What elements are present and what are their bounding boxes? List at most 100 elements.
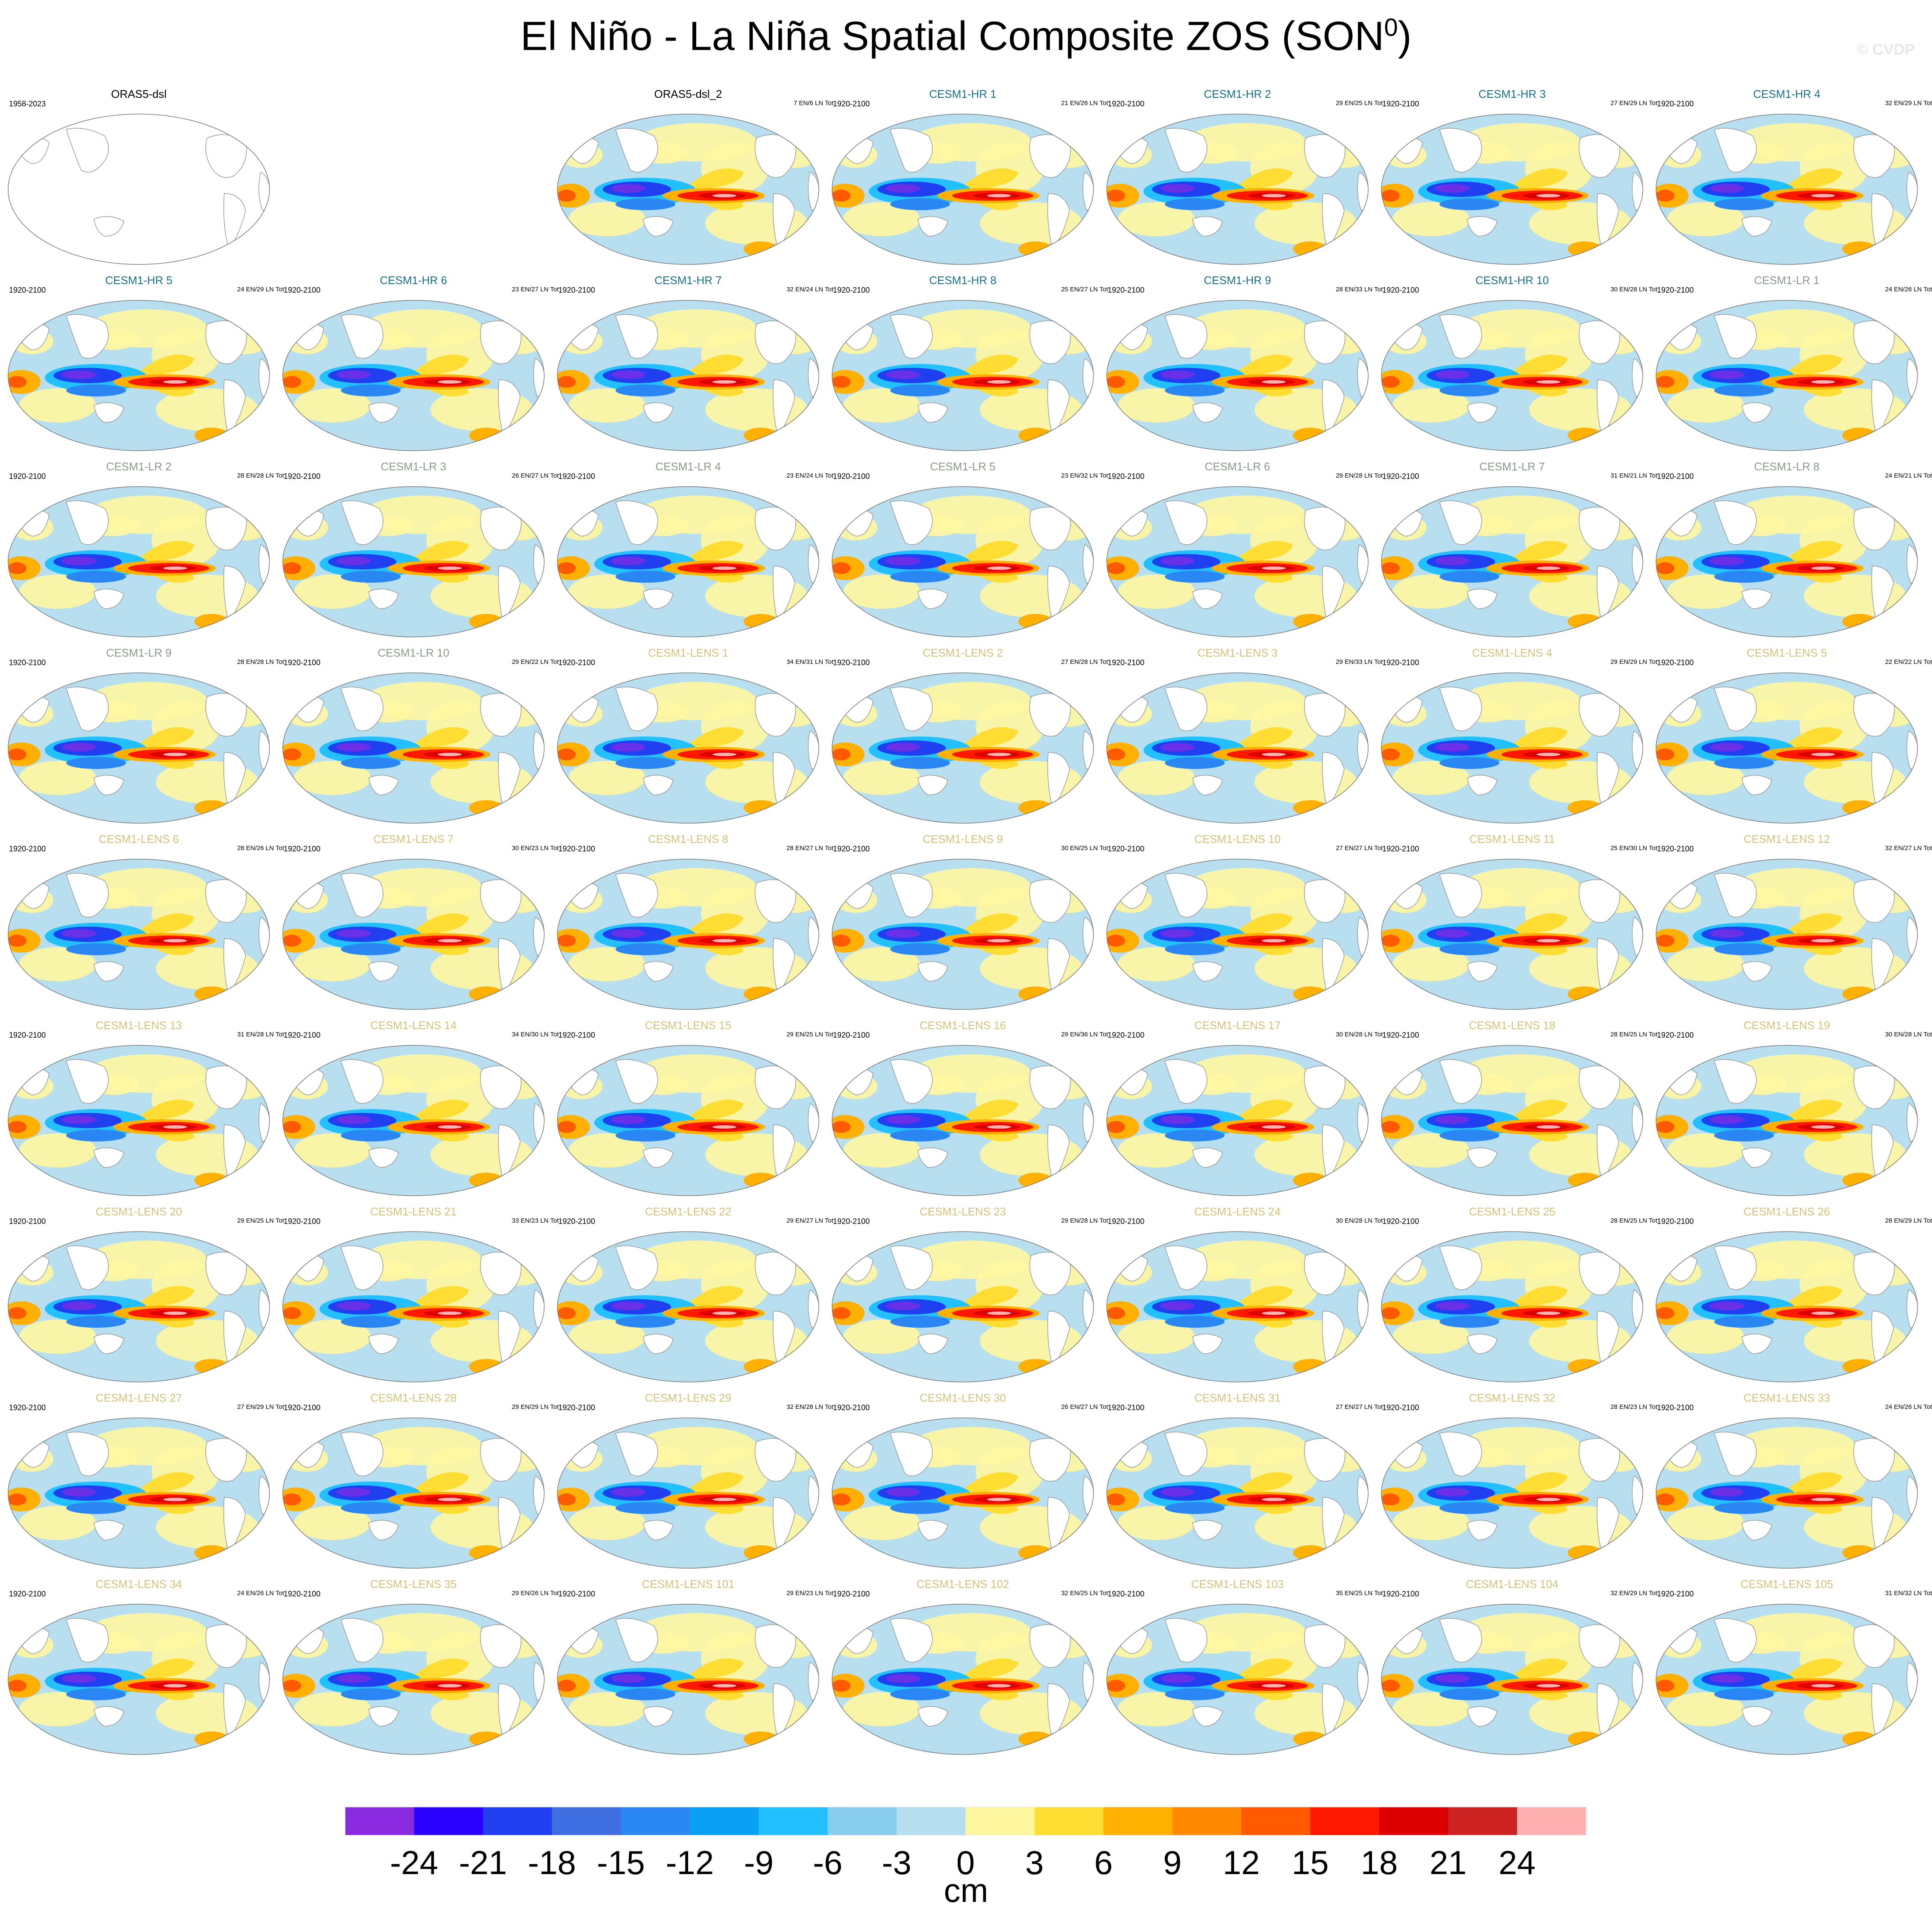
colorbar-tick-label: -21 xyxy=(459,1844,507,1881)
panel-event-count: 27 EN/28 LN Tot xyxy=(1061,658,1108,666)
panel-title: CESM1-LR 7 xyxy=(1479,460,1545,473)
panel-event-count: 34 EN/31 LN Tot xyxy=(786,658,833,666)
panel-year-range: 1920-2100 xyxy=(1657,1031,1694,1039)
panel-event-count: 28 EN/27 LN Tot xyxy=(786,845,833,852)
colorbar-labels: -24 -21 -18 -15 -12 -9 -6 -3 0 3 6 9 12 15 18 21 24 xyxy=(345,1843,1586,1881)
map-panel: CESM1-LR 10 1920-2100 29 EN/22 LN Tot xyxy=(277,646,559,826)
panel-year-range: 1920-2100 xyxy=(284,1217,321,1226)
world-map xyxy=(8,1417,270,1569)
map-panel: CESM1-HR 9 1920-2100 28 EN/33 LN Tot xyxy=(1101,274,1383,453)
colorbar-tick-label: 0 xyxy=(956,1844,975,1881)
colorbar-box xyxy=(1379,1807,1448,1835)
world-map xyxy=(1106,1604,1369,1755)
map-panel: CESM1-LR 9 1920-2100 28 EN/28 LN Tot xyxy=(2,646,284,826)
panel-year-range: 1920-2100 xyxy=(1657,472,1694,481)
panel-event-count: 29 EN/29 LN Tot xyxy=(512,1403,559,1411)
map-panel: CESM1-LENS 8 1920-2100 28 EN/27 LN Tot xyxy=(551,833,833,1012)
panel-event-count: 27 EN/29 LN Tot xyxy=(237,1403,284,1411)
colorbar-box xyxy=(689,1807,759,1835)
panel-year-range: 1920-2100 xyxy=(833,1031,870,1039)
map-panel: CESM1-LENS 5 1920-2100 22 EN/22 LN Tot xyxy=(1650,646,1932,826)
map-panel: CESM1-LENS 31 1920-2100 27 EN/27 LN Tot xyxy=(1101,1391,1383,1571)
panel-event-count: 29 EN/36 LN Tot xyxy=(1061,1031,1108,1038)
panel-title: CESM1-LENS 10 xyxy=(1194,833,1281,845)
panel-event-count: 32 EN/25 LN Tot xyxy=(1061,1590,1108,1597)
panel-title: CESM1-LENS 30 xyxy=(919,1391,1006,1404)
panel-event-count: 29 EN/28 LN Tot xyxy=(1336,472,1383,479)
colorbar-tick-label: 9 xyxy=(1163,1844,1182,1881)
map-panel: CESM1-LR 2 1920-2100 28 EN/28 LN Tot xyxy=(2,460,284,640)
panel-title: CESM1-LENS 104 xyxy=(1466,1578,1559,1590)
panel-event-count: 23 EN/24 LN Tot xyxy=(786,472,833,479)
map-panel: CESM1-LENS 12 1920-2100 32 EN/27 LN Tot xyxy=(1650,833,1932,1012)
map-panel: CESM1-HR 7 1920-2100 32 EN/24 LN Tot xyxy=(551,274,833,453)
panel-event-count: 29 EN/23 LN Tot xyxy=(786,1590,833,1597)
panel-year-range: 1920-2100 xyxy=(1108,658,1145,667)
panel-title: CESM1-LR 4 xyxy=(655,460,721,473)
panel-year-range: 1920-2100 xyxy=(284,1403,321,1412)
map-panel: CESM1-LENS 101 1920-2100 29 EN/23 LN Tot xyxy=(551,1578,833,1757)
panel-title: CESM1-LENS 7 xyxy=(373,833,454,845)
panel-year-range: 1920-2100 xyxy=(1108,1590,1145,1598)
map-panel: CESM1-LENS 102 1920-2100 32 EN/25 LN Tot xyxy=(826,1578,1108,1757)
colorbar-box xyxy=(1172,1807,1242,1835)
map-panel: CESM1-LENS 32 1920-2100 28 EN/23 LN Tot xyxy=(1375,1391,1657,1571)
panel-year-range: 1920-2100 xyxy=(284,1031,321,1039)
panel-event-count: 31 EN/32 LN Tot xyxy=(1885,1590,1932,1597)
world-map xyxy=(832,1231,1094,1382)
panel-year-range: 1920-2100 xyxy=(9,286,46,294)
panel-year-range: 1920-2100 xyxy=(1657,100,1694,108)
panel-title: CESM1-LENS 18 xyxy=(1469,1019,1556,1032)
colorbar-box xyxy=(1517,1807,1586,1835)
panel-year-range: 1920-2100 xyxy=(833,100,870,108)
panel-title: CESM1-LENS 27 xyxy=(95,1391,182,1404)
colorbar-box xyxy=(414,1807,484,1835)
map-panel: CESM1-HR 6 1920-2100 23 EN/27 LN Tot xyxy=(277,274,559,453)
panel-event-count: 22 EN/22 LN Tot xyxy=(1885,658,1932,666)
map-panel: CESM1-LENS 11 1920-2100 25 EN/30 LN Tot xyxy=(1375,833,1657,1012)
panel-year-range: 1920-2100 xyxy=(1382,1590,1419,1598)
panel-title: CESM1-LENS 32 xyxy=(1469,1391,1556,1404)
colorbar-tick-label: 3 xyxy=(1025,1844,1044,1881)
world-map xyxy=(557,1231,819,1382)
map-panel: CESM1-HR 2 1920-2100 29 EN/25 LN Tot xyxy=(1101,88,1383,267)
panel-title: CESM1-LENS 22 xyxy=(645,1205,732,1218)
panel-title: CESM1-HR 1 xyxy=(929,88,997,100)
panel-event-count: 7 EN/6 LN Tot xyxy=(793,100,833,107)
panel-title: CESM1-LENS 13 xyxy=(95,1019,182,1032)
panel-event-count: 24 EN/26 LN Tot xyxy=(1885,286,1932,293)
panel-title: CESM1-LENS 11 xyxy=(1469,833,1555,845)
world-map xyxy=(8,114,270,265)
panel-title: CESM1-LENS 15 xyxy=(645,1019,732,1032)
panel-year-range: 1920-2100 xyxy=(558,1403,595,1412)
world-map xyxy=(8,672,270,824)
colorbar-tick-label: 12 xyxy=(1223,1844,1260,1881)
world-map xyxy=(282,1045,545,1196)
colorbar-units: cm xyxy=(944,1872,988,1909)
panel-event-count: 24 EN/26 LN Tot xyxy=(237,1590,284,1597)
panel-event-count: 28 EN/25 LN Tot xyxy=(1610,1217,1657,1224)
panel-event-count: 30 EN/28 LN Tot xyxy=(1610,286,1657,293)
panel-year-range: 1920-2100 xyxy=(558,658,595,667)
world-map xyxy=(832,1604,1094,1755)
map-panel: CESM1-LENS 7 1920-2100 30 EN/23 LN Tot xyxy=(277,833,559,1012)
map-panel: CESM1-LENS 104 1920-2100 32 EN/29 LN Tot xyxy=(1375,1578,1657,1757)
panel-title: CESM1-LENS 16 xyxy=(919,1019,1006,1032)
panel-event-count: 23 EN/27 LN Tot xyxy=(512,286,559,293)
colorbar-tick-label: -12 xyxy=(665,1844,714,1881)
colorbar-tick-label: -18 xyxy=(528,1844,576,1881)
world-map xyxy=(832,486,1094,637)
panel-year-range: 1920-2100 xyxy=(1108,845,1145,853)
map-panel: CESM1-LENS 6 1920-2100 28 EN/26 LN Tot xyxy=(2,833,284,1012)
map-panel: CESM1-LENS 17 1920-2100 30 EN/28 LN Tot xyxy=(1101,1019,1383,1198)
colorbar-tick-label: -9 xyxy=(744,1844,774,1881)
map-panel: CESM1-LENS 23 1920-2100 29 EN/28 LN Tot xyxy=(826,1205,1108,1385)
colorbar-box xyxy=(1034,1807,1104,1835)
figure-title: El Niño - La Niña Spatial Composite ZOS … xyxy=(0,13,1932,60)
world-map xyxy=(1381,114,1643,265)
panel-title: CESM1-LENS 29 xyxy=(645,1391,732,1404)
colorbar-tick-label: 18 xyxy=(1360,1844,1398,1881)
panel-event-count: 26 EN/27 LN Tot xyxy=(1061,1403,1108,1411)
panel-year-range: 1920-2100 xyxy=(1382,845,1419,853)
world-map xyxy=(1381,486,1643,637)
